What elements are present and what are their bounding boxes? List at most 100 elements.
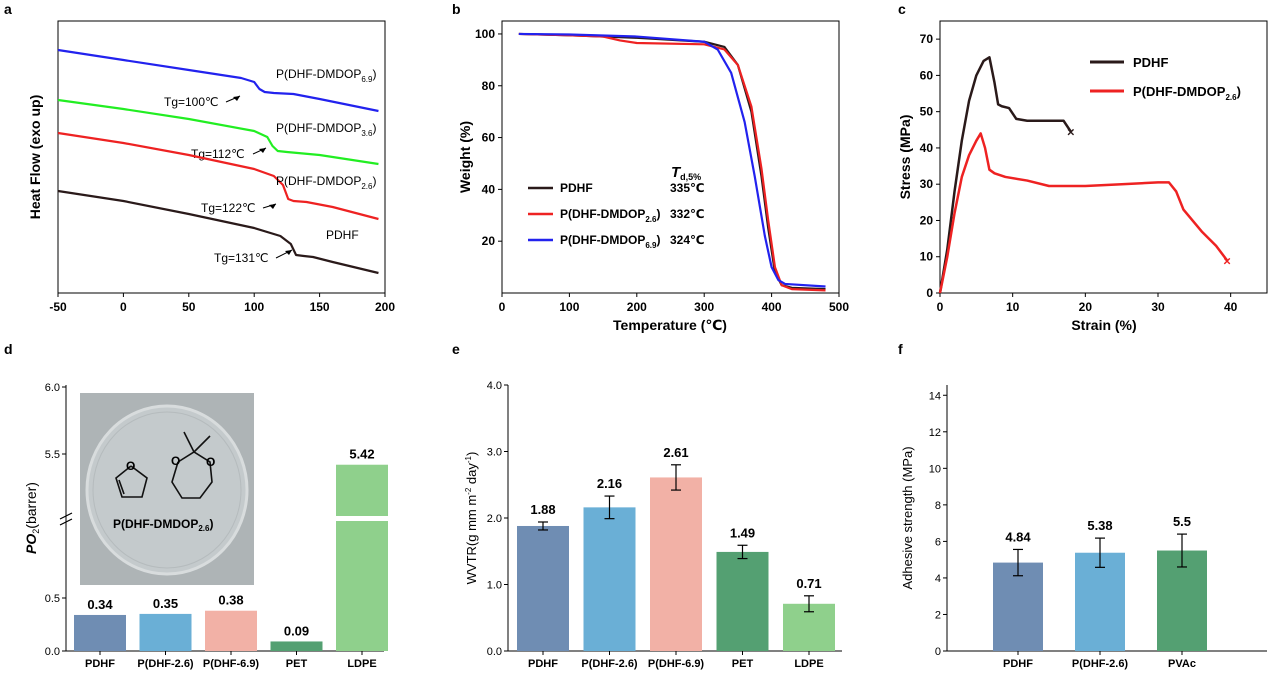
bar <box>270 641 323 651</box>
legend-label: PDHF <box>1133 55 1168 70</box>
bar-break-gap <box>336 516 388 521</box>
x-tick-label: -50 <box>49 300 67 314</box>
panel-f-adhesive-bar-chart: Adhesive strength (MPa) 0 2 4 6 8 10 12 14 4.84… <box>900 385 1267 670</box>
data-label: 5.38 <box>1087 518 1112 533</box>
data-label: 2.61 <box>663 445 688 460</box>
x-tick-label: 50 <box>182 300 196 314</box>
panel-b-tga-chart: Temperature (℃) Weight (%) 0 100 200 300 400… <box>457 20 849 333</box>
data-label: 2.16 <box>597 476 622 491</box>
x-tick-label: 30 <box>1151 300 1165 314</box>
y-tick-label: 5.5 <box>45 449 60 461</box>
x-tick-label: 20 <box>1079 300 1093 314</box>
panel-d-po2-bar-chart: PO2(barrer) O O O P(DHF-DMDOP2.6) <box>23 382 388 670</box>
legend: PDHF P(DHF-DMDOP2.6) <box>1090 55 1241 102</box>
y-tick-label: 80 <box>482 79 496 93</box>
y-axis-label: PO2(barrer) <box>23 482 41 554</box>
category-label: PET <box>732 658 754 670</box>
y-tick-label: 40 <box>482 182 496 196</box>
y-tick-label: 10 <box>920 250 934 264</box>
y-tick-label: 4.0 <box>487 380 502 392</box>
y-tick-label: 10 <box>929 463 941 475</box>
tg-arrowhead <box>269 204 276 209</box>
x-tick-label: 400 <box>762 300 782 314</box>
y-tick-label: 1.0 <box>487 580 502 592</box>
category-label: LDPE <box>794 658 823 670</box>
y-tick-label: 0 <box>935 646 941 658</box>
legend-label: P(DHF-DMDOP2.6) <box>560 207 660 224</box>
legend: Td,5% PDHF 335℃ P(DHF-DMDOP2.6) 332℃ P(DHF-D… <box>528 164 705 250</box>
series-label: P(DHF-DMDOP6.9) <box>276 67 376 84</box>
x-tick-label: 10 <box>1006 300 1020 314</box>
legend-header: Td,5% <box>671 164 701 182</box>
category-label: PDHF <box>1003 658 1033 670</box>
y-axis-label: Stress (MPa) <box>897 115 913 200</box>
panel-letter-e: e <box>452 341 460 357</box>
fracture-marker: × <box>1223 253 1231 268</box>
axis-break-mark <box>59 512 73 520</box>
legend-label: P(DHF-DMDOP6.9) <box>560 233 660 250</box>
y-tick-label: 4 <box>935 573 941 585</box>
y-tick-label: 60 <box>920 68 934 82</box>
tg-annotation: Tg=112℃ <box>191 147 245 161</box>
panel-letter-f: f <box>898 341 903 357</box>
bar <box>205 610 257 651</box>
y-tick-label: 2 <box>935 609 941 621</box>
tg-annotation: Tg=131℃ <box>214 251 269 265</box>
y-tick-label: 3.0 <box>487 447 502 459</box>
y-tick-label: 50 <box>920 105 934 119</box>
y-axis-label: Weight (%) <box>457 121 473 193</box>
series-line <box>57 131 379 221</box>
data-label: 0.34 <box>87 597 113 612</box>
x-tick-label: 100 <box>559 300 579 314</box>
legend-value: 332℃ <box>670 207 705 221</box>
series-label: PDHF <box>326 228 359 242</box>
x-tick-label: 500 <box>829 300 849 314</box>
oxygen-atom-2: O <box>171 454 180 468</box>
panel-e-wvtr-bar-chart: WVTR(g mm m-2 day-1) 0.0 1.0 2.0 3.0 4.0 1.8… <box>464 380 842 670</box>
data-label: 5.42 <box>349 447 374 462</box>
x-axis-label: Temperature (℃) <box>613 317 727 333</box>
inset-label: P(DHF-DMDOP2.6) <box>113 517 213 533</box>
category-label: P(DHF-2.6) <box>581 658 638 670</box>
panel-letter-a: a <box>4 1 12 17</box>
category-label: PET <box>286 658 308 670</box>
series-line <box>518 32 826 291</box>
y-axis-label: Heat Flow (exo up) <box>27 95 43 219</box>
y-tick-label: 0.0 <box>45 646 60 658</box>
y-tick-label: 0.0 <box>487 646 502 658</box>
y-tick-label: 14 <box>929 390 941 402</box>
y-tick-label: 30 <box>920 177 934 191</box>
data-label: 5.5 <box>1173 514 1191 529</box>
bar <box>650 477 702 651</box>
bar <box>993 562 1043 651</box>
y-tick-label: 6 <box>935 536 941 548</box>
x-axis-label: Strain (%) <box>1071 317 1136 333</box>
y-tick-label: 6.0 <box>45 382 60 394</box>
panel-c-stress-strain-chart: Strain (%) Stress (MPa) 0 10 20 30 40 0 10 20 3… <box>897 20 1268 333</box>
category-label: LDPE <box>347 658 376 670</box>
data-label: 1.88 <box>530 502 555 517</box>
x-tick-label: 0 <box>120 300 127 314</box>
oxygen-atom-1: O <box>126 459 135 473</box>
y-tick-label: 0.5 <box>45 593 60 605</box>
y-tick-label: 8 <box>935 500 941 512</box>
series-line <box>938 132 1229 294</box>
y-tick-label: 100 <box>475 27 495 41</box>
panel-letter-d: d <box>4 341 13 357</box>
x-tick-label: 100 <box>244 300 264 314</box>
series-line <box>938 56 1072 294</box>
dioxepane-structure-icon <box>171 431 213 499</box>
data-label: 1.49 <box>730 525 755 540</box>
legend-value: 335℃ <box>670 181 705 195</box>
series-line <box>57 189 379 275</box>
panel-a-dsc-chart: Heat Flow (exo up) -50 0 50 100 150 200 P(DHF… <box>27 20 395 314</box>
plot-frame <box>501 20 840 294</box>
bar <box>336 464 388 651</box>
category-label: P(DHF-2.6) <box>137 658 194 670</box>
y-tick-label: 2.0 <box>487 513 502 525</box>
category-label: PDHF <box>85 658 115 670</box>
category-label: P(DHF-6.9) <box>203 658 260 670</box>
bar <box>1075 552 1125 651</box>
panel-letter-b: b <box>452 1 461 17</box>
